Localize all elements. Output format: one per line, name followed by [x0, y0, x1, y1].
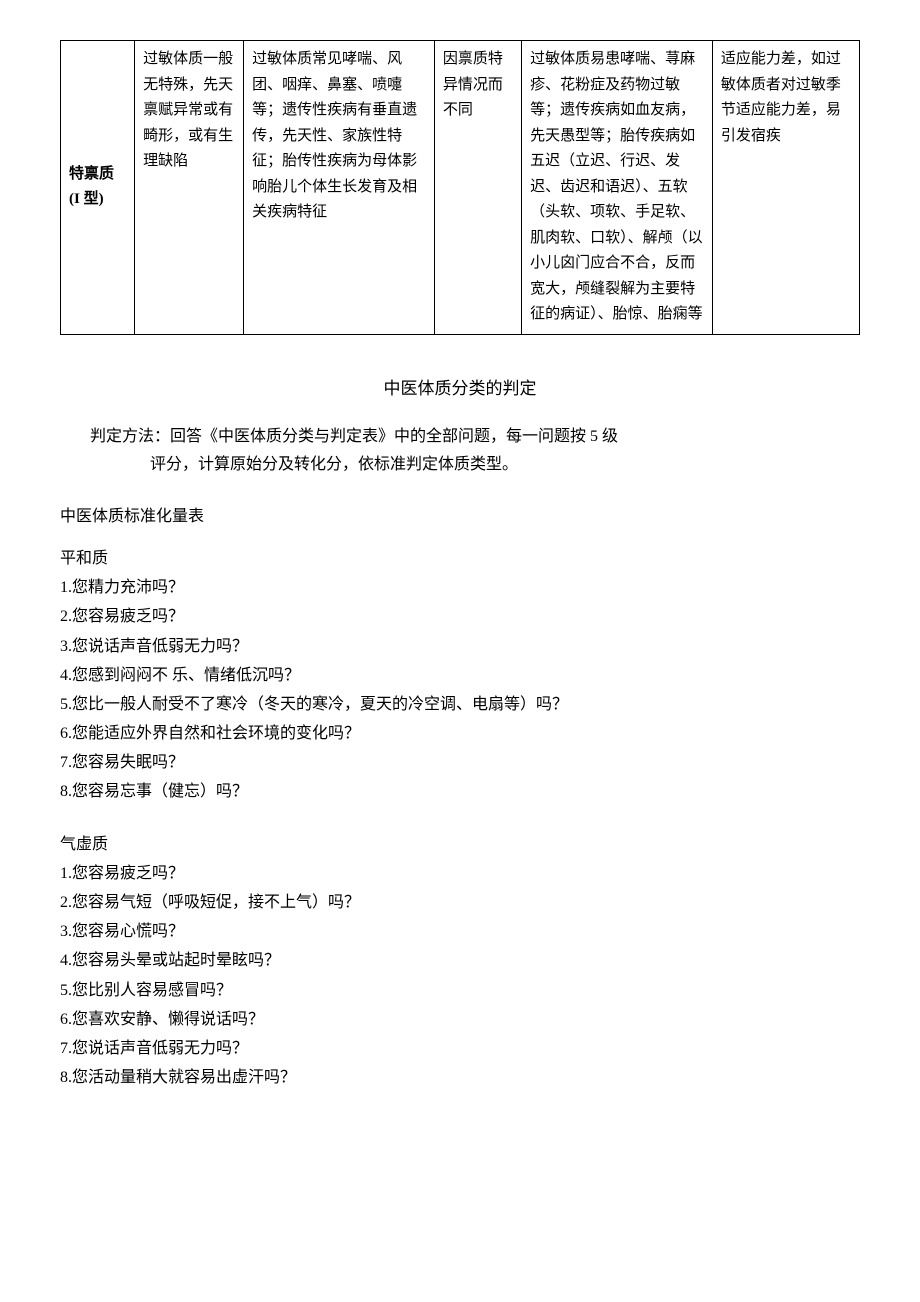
table-cell-c3: 过敏体质常见哮喘、风团、咽痒、鼻塞、喷嚏等；遗传性疾病有垂直遗传，先天性、家族性… [244, 41, 435, 335]
method-description: 判定方法：回答《中医体质分类与判定表》中的全部问题，每一问题按 5 级 评分，计… [60, 423, 860, 477]
table-cell-c4: 因禀质特异情况而不同 [434, 41, 521, 335]
question-item: 7.您说话声音低弱无力吗？ [60, 1035, 860, 1062]
question-item: 3.您容易心慌吗？ [60, 918, 860, 945]
question-item: 8.您容易忘事（健忘）吗？ [60, 778, 860, 805]
question-item: 6.您喜欢安静、懒得说话吗？ [60, 1006, 860, 1033]
question-item: 4.您容易头晕或站起时晕眩吗？ [60, 947, 860, 974]
question-item: 7.您容易失眠吗？ [60, 749, 860, 776]
scale-title: 中医体质标准化量表 [60, 503, 860, 530]
table-cell-c2: 过敏体质一般无特殊，先天禀赋异常或有畸形，或有生理缺陷 [135, 41, 244, 335]
constitution-table: 特禀质 (I 型) 过敏体质一般无特殊，先天禀赋异常或有畸形，或有生理缺陷 过敏… [60, 40, 860, 335]
question-item: 1.您容易疲乏吗？ [60, 860, 860, 887]
block-heading: 气虚质 [60, 831, 860, 858]
question-item: 5.您比一般人耐受不了寒冷（冬天的寒冷，夏天的冷空调、电扇等）吗？ [60, 691, 860, 718]
table-cell-c5: 过敏体质易患哮喘、荨麻疹、花粉症及药物过敏等；遗传疾病如血友病，先天愚型等；胎传… [522, 41, 713, 335]
question-item: 1.您精力充沛吗？ [60, 574, 860, 601]
question-item: 3.您说话声音低弱无力吗？ [60, 633, 860, 660]
method-text-line2: 评分，计算原始分及转化分，依标准判定体质类型。 [90, 456, 518, 473]
method-text-line1: 回答《中医体质分类与判定表》中的全部问题，每一问题按 5 级 [170, 428, 618, 445]
table-cell-type: 特禀质 (I 型) [61, 41, 135, 335]
question-item: 2.您容易气短（呼吸短促，接不上气）吗？ [60, 889, 860, 916]
question-block-qixu: 气虚质 1.您容易疲乏吗？ 2.您容易气短（呼吸短促，接不上气）吗？ 3.您容易… [60, 831, 860, 1092]
question-block-pinghe: 平和质 1.您精力充沛吗？ 2.您容易疲乏吗？ 3.您说话声音低弱无力吗？ 4.… [60, 545, 860, 806]
table-cell-c6: 适应能力差，如过敏体质者对过敏季节适应能力差，易引发宿疾 [712, 41, 859, 335]
question-item: 5.您比别人容易感冒吗？ [60, 977, 860, 1004]
table-row: 特禀质 (I 型) 过敏体质一般无特殊，先天禀赋异常或有畸形，或有生理缺陷 过敏… [61, 41, 860, 335]
question-item: 8.您活动量稍大就容易出虚汗吗？ [60, 1064, 860, 1091]
question-item: 2.您容易疲乏吗？ [60, 603, 860, 630]
question-item: 6.您能适应外界自然和社会环境的变化吗？ [60, 720, 860, 747]
question-item: 4.您感到闷闷不 乐、情绪低沉吗？ [60, 662, 860, 689]
block-heading: 平和质 [60, 545, 860, 572]
method-label: 判定方法： [90, 428, 170, 445]
section-title: 中医体质分类的判定 [60, 375, 860, 404]
